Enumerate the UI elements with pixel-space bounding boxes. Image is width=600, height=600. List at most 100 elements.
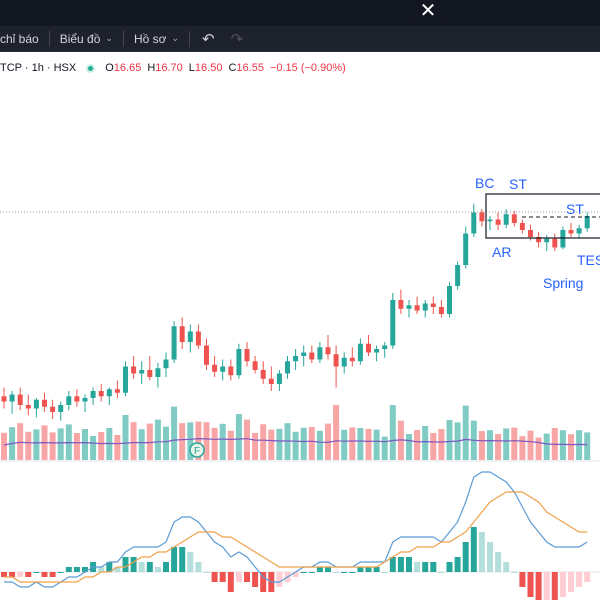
low-label: L	[188, 62, 195, 74]
candle-body	[503, 214, 509, 225]
macd-histogram-bar	[559, 572, 566, 597]
volume-bar	[163, 426, 169, 460]
macd-histogram-bar	[325, 567, 331, 572]
candle-body	[33, 399, 39, 409]
candle-body	[552, 238, 558, 248]
volume-bar	[511, 427, 518, 460]
macd-histogram-bar	[163, 562, 169, 572]
close-icon[interactable]: ✕	[411, 0, 445, 24]
candle-body	[147, 370, 153, 377]
candle-body	[438, 307, 444, 314]
macd-histogram-bar	[478, 532, 485, 572]
high-value: 16.70	[155, 62, 183, 74]
candle-body	[9, 394, 15, 402]
volume-bar	[397, 420, 404, 460]
volume-bar	[106, 428, 113, 460]
macd-histogram-bar	[527, 572, 534, 597]
candle-body	[276, 373, 282, 384]
close-label: C	[228, 62, 237, 74]
macd-histogram-bar	[454, 557, 461, 572]
volume-bar	[527, 430, 534, 460]
profile-button[interactable]: Hồ sơ ⌄	[128, 26, 185, 52]
candle-body	[495, 219, 501, 225]
volume-bar	[535, 437, 542, 460]
indicators-button[interactable]: chỉ báo	[0, 26, 45, 52]
macd-histogram-bar	[397, 557, 404, 572]
macd-histogram-bar	[316, 567, 323, 572]
volume-bar	[454, 422, 461, 460]
candle-body	[568, 230, 574, 234]
volume-bar	[49, 432, 56, 460]
candle-body	[357, 343, 363, 362]
symbol-title[interactable]: TCP · 1h · HSX	[0, 62, 77, 74]
macd-histogram-bar	[138, 562, 145, 572]
volume-bar	[179, 423, 186, 460]
volume-bar	[559, 430, 566, 460]
macd-histogram-bar	[519, 572, 526, 587]
volume-bar	[422, 426, 429, 460]
volume-bar	[33, 429, 40, 460]
macd-histogram-bar	[17, 572, 24, 577]
macd-histogram-bar	[438, 572, 445, 573]
layout-button[interactable]: Biểu đồ ⌄	[54, 26, 119, 52]
volume-bar	[114, 435, 121, 460]
volume-bar	[98, 432, 105, 460]
open-value: 16.65	[113, 62, 142, 74]
candle-body	[479, 212, 485, 222]
annotation-st2: ST	[566, 201, 584, 217]
candle-body	[390, 300, 396, 346]
candle-body	[560, 230, 566, 248]
volume-bar	[41, 425, 48, 460]
candle-body	[406, 305, 412, 309]
layout-label: Biểu đồ	[59, 31, 101, 46]
volume-bar	[325, 423, 331, 460]
macd-histogram-bar	[98, 567, 105, 572]
macd-layer	[0, 471, 600, 600]
macd-histogram-bar	[73, 567, 80, 572]
macd-histogram-bar	[430, 562, 437, 572]
volume-bar	[130, 422, 137, 460]
candle-body	[487, 219, 493, 222]
change-value: −0.15 (−0.90%)	[269, 62, 346, 74]
candle-body	[17, 394, 23, 405]
trading-range-box	[485, 193, 600, 239]
candle-body	[325, 347, 331, 355]
candle-body	[341, 357, 347, 367]
macd-histogram-bar	[300, 572, 307, 573]
volume-bar	[406, 434, 412, 460]
candle-body	[455, 265, 461, 286]
flag-marker-icon[interactable]	[189, 442, 205, 458]
volume-bar	[25, 431, 32, 460]
volume-bar	[381, 436, 388, 460]
candle-body	[528, 230, 533, 237]
candle-body	[98, 391, 104, 397]
candle-body	[155, 368, 161, 377]
candle-body	[187, 331, 193, 342]
candle-body	[519, 223, 525, 230]
volume-bar	[260, 424, 267, 460]
macd-histogram-bar	[114, 567, 121, 572]
candle-body	[309, 352, 315, 360]
volume-bar	[438, 429, 445, 460]
annotation-ar: AR	[492, 244, 511, 260]
chevron-down-icon: ⌄	[171, 33, 180, 43]
annotation-spring: Spring	[543, 275, 583, 291]
macd-histogram-bar	[106, 562, 113, 572]
candle-body	[544, 238, 550, 243]
redo-icon[interactable]: ↷	[230, 30, 244, 48]
macd-histogram-bar	[357, 567, 364, 572]
undo-icon[interactable]: ↶	[202, 30, 215, 48]
macd-histogram-bar	[381, 572, 388, 573]
volume-ma-line	[3, 437, 588, 446]
candle-body	[398, 300, 404, 309]
high-label: H	[147, 62, 156, 74]
market-status-icon[interactable]	[86, 63, 96, 73]
candle-body	[268, 378, 274, 384]
macd-histogram-bar	[349, 572, 356, 573]
macd-histogram-bar	[414, 562, 421, 572]
volume-bar	[284, 423, 291, 460]
candle-body	[171, 326, 177, 360]
volume-bar	[17, 423, 24, 460]
macd-histogram-bar	[203, 572, 210, 573]
